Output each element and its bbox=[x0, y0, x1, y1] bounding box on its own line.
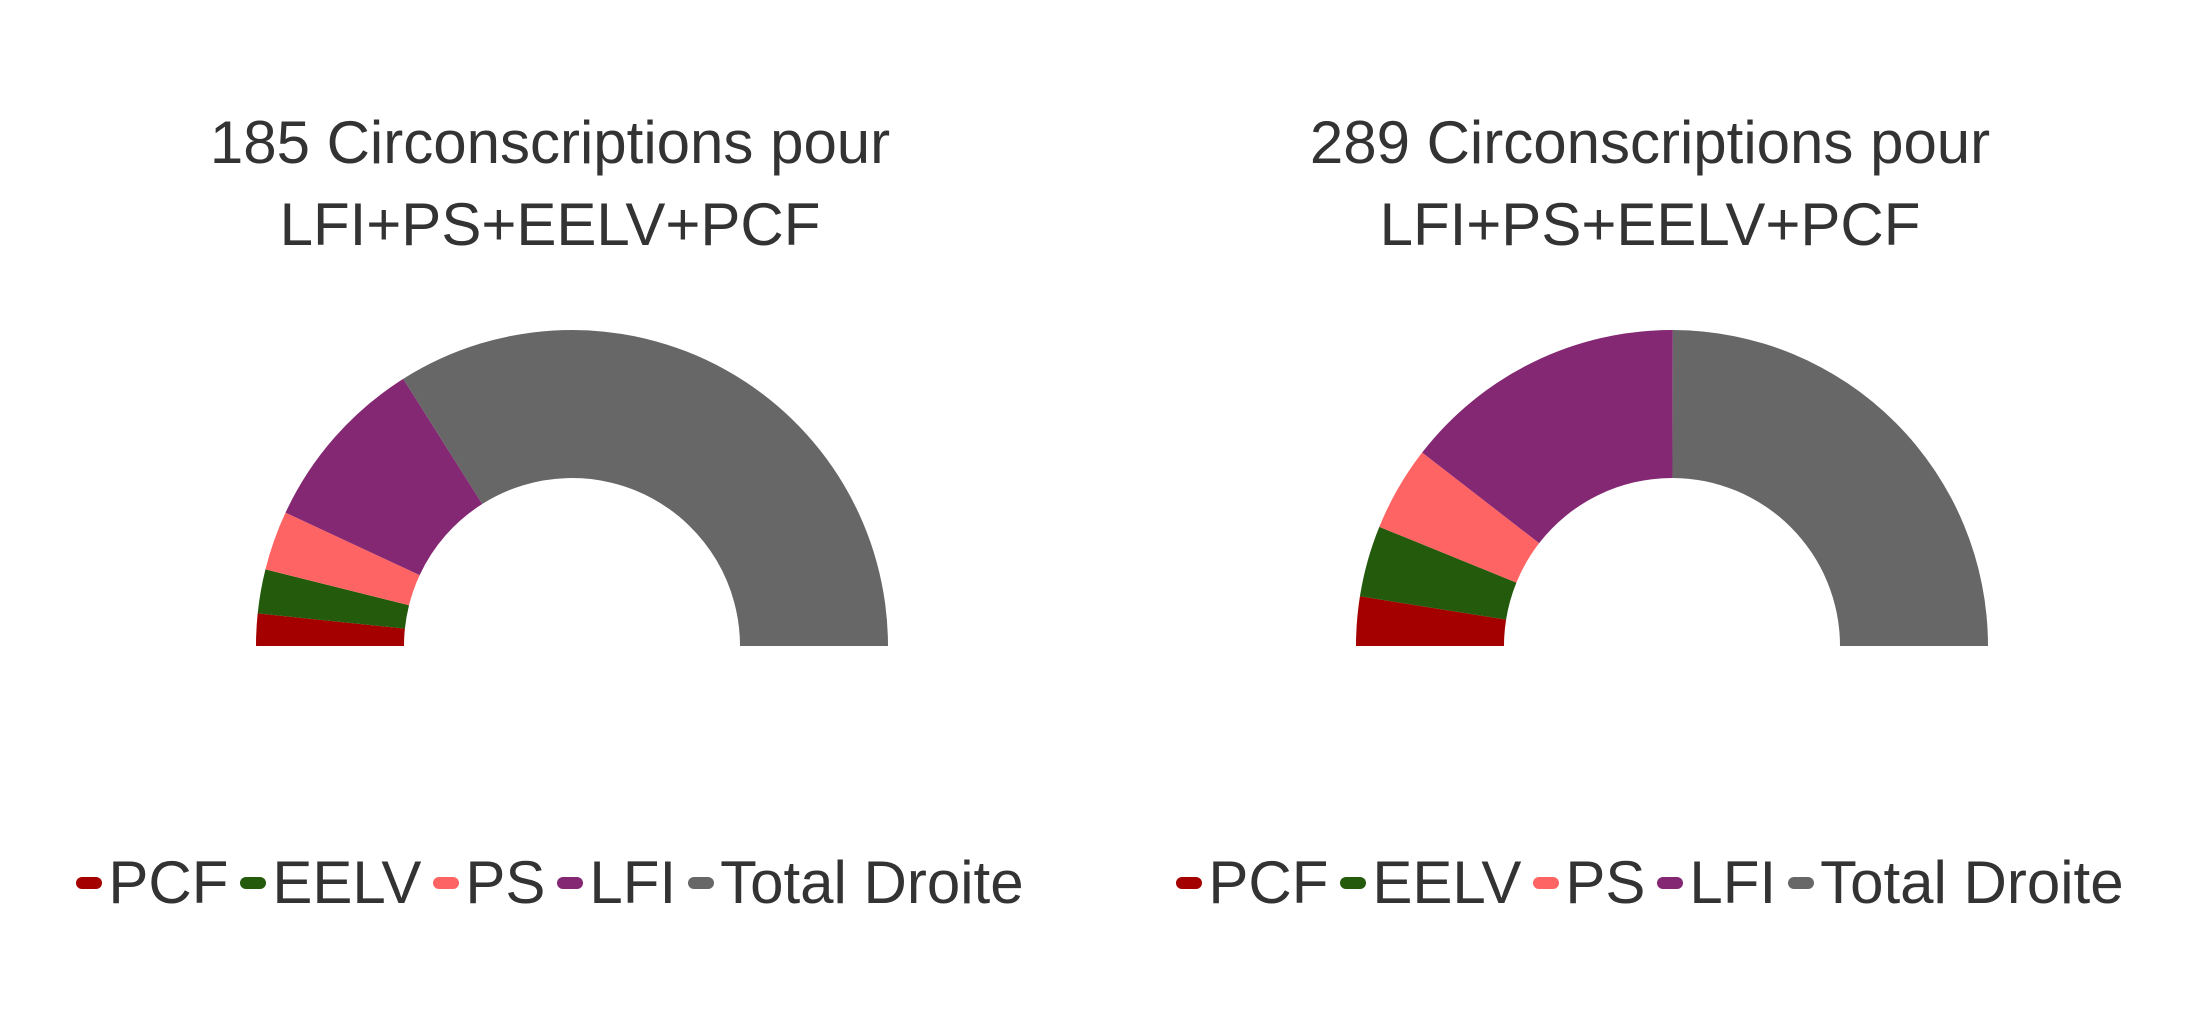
legend-swatch bbox=[1176, 877, 1203, 889]
legend-label: PS bbox=[1565, 849, 1646, 916]
legend-label: PCF bbox=[108, 849, 229, 916]
legend-label: LFI bbox=[589, 849, 677, 916]
legend-label: Total Droite bbox=[720, 849, 1024, 916]
legend-label: PCF bbox=[1208, 849, 1329, 916]
legend-swatch bbox=[1657, 877, 1684, 889]
legend-label: Total Droite bbox=[1820, 849, 2124, 916]
legend-swatch bbox=[1340, 877, 1367, 889]
chart-title-left: 185 Circonscriptions pour LFI+PS+EELV+PC… bbox=[0, 102, 1100, 266]
legend-swatch bbox=[433, 877, 460, 889]
slice-lfi bbox=[285, 378, 483, 576]
slice-pcf bbox=[1356, 596, 1507, 646]
legend-item-pcf: PCF bbox=[1176, 848, 1328, 918]
legend-right: PCF EELV PS LFI Total Droite bbox=[1100, 848, 2200, 918]
legend-swatch bbox=[1533, 877, 1560, 889]
legend-item-total-droite: Total Droite bbox=[1788, 848, 2124, 918]
legend-item-eelv: EELV bbox=[1340, 848, 1521, 918]
legend-label: EELV bbox=[1372, 849, 1522, 916]
legend-swatch bbox=[76, 877, 103, 889]
legend-swatch bbox=[240, 877, 267, 889]
legend-item-total-droite: Total Droite bbox=[688, 848, 1024, 918]
legend-swatch bbox=[688, 877, 715, 889]
slice-eelv bbox=[257, 569, 410, 629]
chart-title-line-1: 289 Circonscriptions pour bbox=[1309, 109, 1991, 176]
legend-item-lfi: LFI bbox=[557, 848, 676, 918]
half-donut-chart-left bbox=[256, 329, 888, 646]
slice-lfi bbox=[1422, 330, 1673, 544]
chart-panel-right: 289 Circonscriptions pour LFI+PS+EELV+PC… bbox=[1100, 0, 2200, 1025]
chart-title-right: 289 Circonscriptions pour LFI+PS+EELV+PC… bbox=[1100, 102, 2200, 266]
legend-left: PCF EELV PS LFI Total Droite bbox=[0, 848, 1100, 918]
legend-item-eelv: EELV bbox=[240, 848, 421, 918]
legend-label: EELV bbox=[272, 849, 422, 916]
chart-title-line-2: LFI+PS+EELV+PCF bbox=[279, 191, 821, 258]
chart-panel-left: 185 Circonscriptions pour LFI+PS+EELV+PC… bbox=[0, 102, 1100, 918]
legend-swatch bbox=[557, 877, 584, 889]
chart-title-line-2: LFI+PS+EELV+PCF bbox=[1379, 191, 1921, 258]
legend-label: LFI bbox=[1689, 849, 1777, 916]
slice-total-droite bbox=[403, 329, 888, 646]
slice-ps bbox=[265, 512, 420, 606]
legend-item-ps: PS bbox=[433, 848, 545, 918]
legend-swatch bbox=[1788, 877, 1815, 889]
slice-eelv bbox=[1359, 526, 1517, 620]
chart-title-line-1: 185 Circonscriptions pour bbox=[209, 109, 891, 176]
legend-label: PS bbox=[465, 849, 546, 916]
slice-total-droite bbox=[1672, 330, 1988, 646]
half-donut-chart-right bbox=[1356, 330, 1988, 646]
legend-item-lfi: LFI bbox=[1657, 848, 1776, 918]
legend-item-pcf: PCF bbox=[76, 848, 228, 918]
slice-pcf bbox=[256, 613, 405, 646]
legend-item-ps: PS bbox=[1533, 848, 1645, 918]
slice-ps bbox=[1379, 452, 1540, 583]
